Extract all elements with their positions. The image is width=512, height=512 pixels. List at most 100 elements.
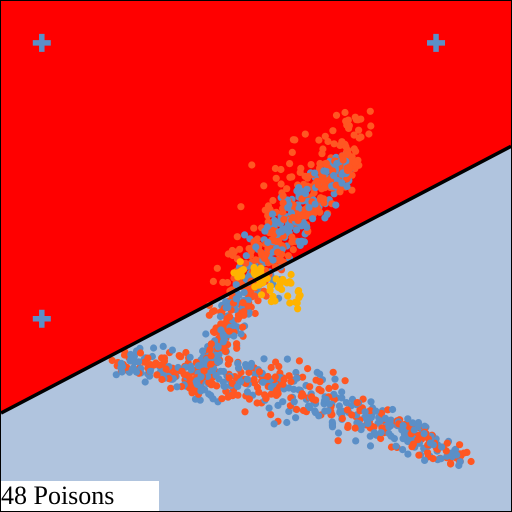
class_b-point [410, 426, 418, 434]
class_b-point [311, 200, 319, 208]
class_b-point [404, 450, 412, 458]
class_b-point [399, 446, 407, 454]
class_a-point [277, 180, 285, 188]
class_b-point [213, 351, 221, 359]
class_a-point [233, 233, 241, 241]
class_a-point [344, 421, 352, 430]
class_a-point [415, 451, 423, 459]
class_a-point [352, 147, 360, 155]
class_b-point [285, 407, 293, 415]
class_a-point [288, 238, 296, 246]
class_b-point [377, 429, 385, 437]
class_a-point [200, 367, 208, 375]
class_a-point [306, 383, 314, 391]
class_b-point [216, 312, 224, 321]
region-upper [1, 1, 511, 414]
class_a-point [279, 208, 287, 216]
class_b-point [269, 256, 277, 264]
class_b-point [118, 368, 126, 376]
poisons-point [295, 294, 303, 302]
class_a-point [239, 299, 247, 307]
class_b-point [270, 420, 278, 428]
class_a-point [254, 297, 262, 305]
poisons-point [294, 305, 302, 313]
class_a-point [267, 363, 275, 372]
poisons-point [287, 270, 295, 279]
class_b-point [399, 435, 407, 443]
class_a-point [185, 373, 193, 381]
plus-marker [32, 33, 51, 52]
class_a-point [178, 367, 186, 375]
class_b-point [324, 407, 332, 415]
class_a-point [162, 365, 170, 373]
class_a-point [255, 368, 264, 376]
poisons-point [236, 258, 244, 266]
class_b-point [219, 338, 227, 346]
class_a-point [377, 409, 386, 417]
poisons-point [271, 297, 279, 305]
class_a-point [239, 323, 247, 331]
class_a-point [443, 439, 451, 447]
class_a-point [224, 393, 232, 401]
class_b-point [199, 347, 207, 355]
class_a-point [286, 160, 294, 168]
class_a-point [207, 340, 215, 348]
class_b-point [241, 231, 249, 239]
class_a-point [409, 440, 417, 448]
class_a-point [365, 130, 373, 138]
class_a-point [354, 116, 362, 124]
class_b-point [221, 382, 229, 390]
class_b-point [217, 367, 225, 375]
class_a-point [237, 203, 245, 211]
class_a-point [324, 137, 332, 146]
class_b-point [232, 295, 240, 303]
class_b-point [305, 204, 313, 212]
class_b-point [293, 374, 301, 382]
class_b-point [389, 405, 397, 414]
class_b-point [292, 226, 301, 234]
class_b-point [364, 419, 372, 428]
class_a-point [429, 455, 437, 463]
class_b-point [224, 303, 232, 311]
class_b-point [330, 172, 338, 180]
class_a-point [294, 216, 302, 224]
class_b-point [118, 361, 126, 369]
class_a-point [206, 346, 214, 354]
class_b-point [128, 365, 136, 373]
class_a-point [341, 108, 349, 117]
class_b-point [409, 419, 417, 427]
class_b-point [421, 456, 429, 464]
class_a-point [136, 349, 145, 357]
class_a-point [158, 375, 166, 384]
class_b-point [290, 398, 298, 406]
class_b-point [197, 387, 205, 395]
class_b-point [361, 408, 369, 416]
class_a-point [353, 399, 361, 407]
class_a-point [343, 406, 351, 414]
class_a-point [274, 248, 282, 256]
class_a-point [345, 124, 353, 132]
class_b-point [315, 412, 323, 420]
class_a-point [302, 212, 310, 220]
class_b-point [230, 321, 239, 330]
class_b-point [283, 418, 291, 427]
class_a-point [342, 143, 350, 151]
class_b-point [437, 455, 445, 463]
class_b-point [301, 221, 309, 229]
class_a-point [234, 315, 242, 323]
class_b-point [112, 371, 120, 379]
class_a-point [279, 192, 287, 200]
class_b-point [240, 288, 248, 297]
class_a-point [250, 376, 258, 384]
class_a-point [248, 161, 256, 169]
class_a-point [153, 371, 161, 379]
class_b-point [237, 378, 245, 386]
class_b-point [284, 204, 292, 212]
class_a-point [283, 185, 291, 193]
class_a-point [223, 279, 232, 287]
class_a-point [329, 368, 337, 376]
class_a-point [279, 199, 287, 207]
class_a-point [245, 368, 253, 377]
class_a-point [280, 376, 288, 384]
